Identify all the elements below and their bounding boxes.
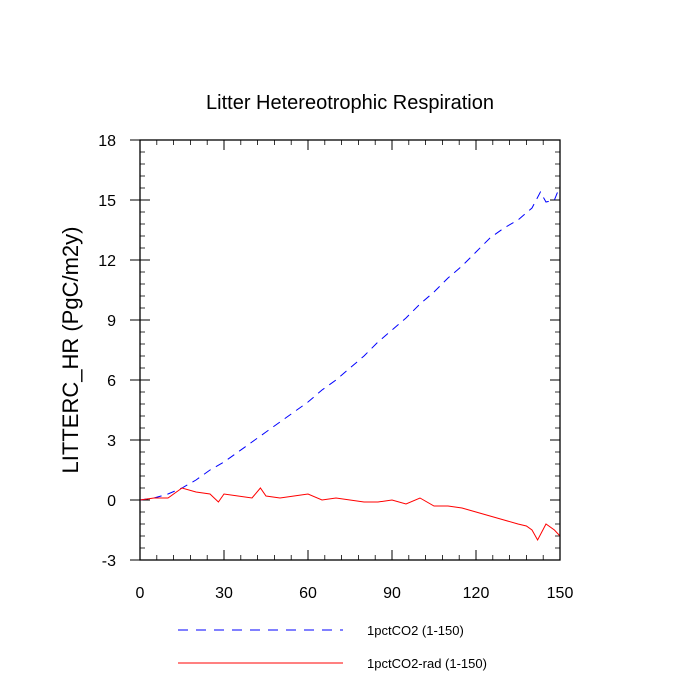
x-tick-label: 120 (463, 585, 490, 602)
y-tick-label: 9 (107, 313, 116, 330)
y-tick-label: 6 (107, 373, 116, 390)
y-tick-label: 3 (107, 433, 116, 450)
series-line-2 (139, 487, 561, 542)
series-lines (139, 185, 561, 542)
axis-ticks: 0 30 60 90 120 150 -3 0 3 6 9 12 15 18 (98, 133, 573, 602)
legend: 1pctCO2 (1-150) 1pctCO2-rad (1-150) (178, 623, 487, 671)
x-tick-label: 90 (383, 585, 401, 602)
x-tick-label: 30 (215, 585, 233, 602)
series-line-1 (139, 185, 561, 501)
y-tick-label: 0 (107, 493, 116, 510)
x-tick-label: 150 (547, 585, 574, 602)
x-tick-label: 0 (136, 585, 145, 602)
y-axis-label: LITTERC_HR (PgC/m2y) (58, 227, 83, 474)
plot-frame (139, 139, 561, 561)
chart-title: Litter Hetereotrophic Respiration (206, 92, 494, 114)
x-tick-label: 60 (299, 585, 317, 602)
y-tick-label: 15 (98, 193, 116, 210)
legend-label-2: 1pctCO2-rad (1-150) (367, 656, 487, 671)
y-tick-label: 12 (98, 253, 116, 270)
y-tick-label: 18 (98, 133, 116, 150)
legend-label-1: 1pctCO2 (1-150) (367, 623, 464, 638)
y-tick-label: -3 (102, 553, 116, 570)
